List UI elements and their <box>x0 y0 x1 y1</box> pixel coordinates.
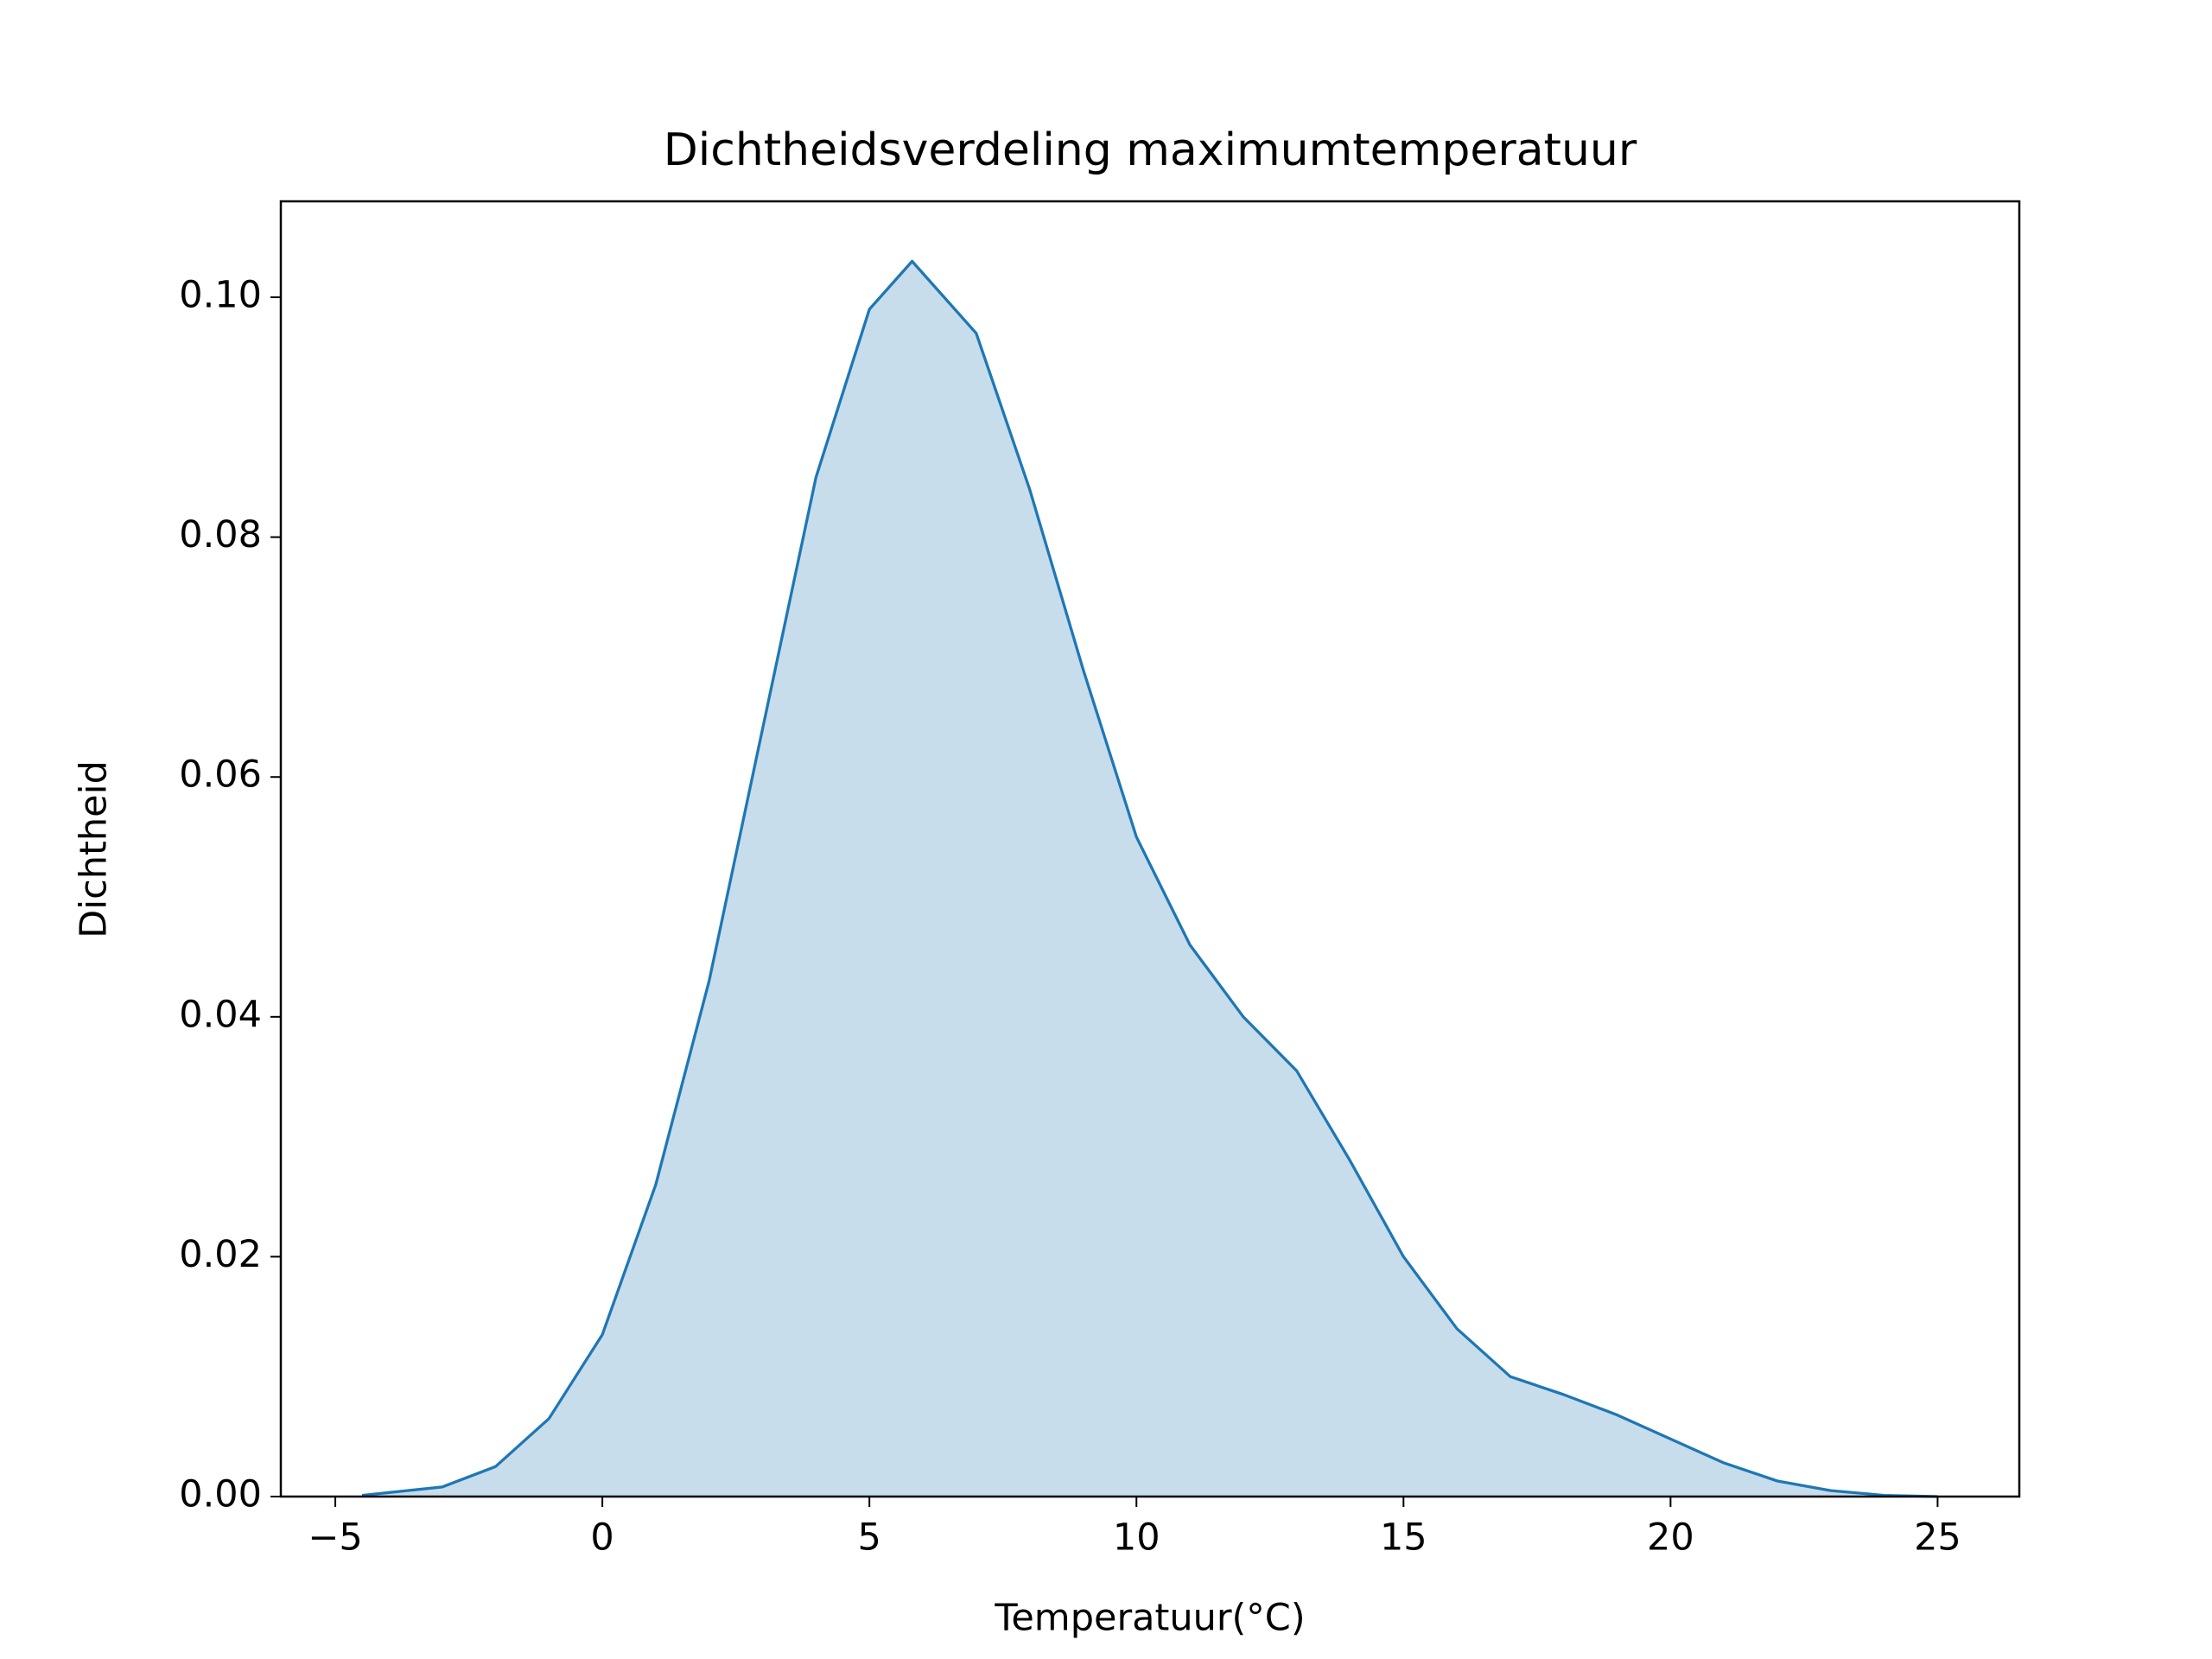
x-tick-label: 5 <box>857 1516 880 1560</box>
y-tick-label: 0.06 <box>179 753 262 797</box>
x-tick-label: 20 <box>1647 1516 1694 1560</box>
y-tick-label: 0.04 <box>179 993 262 1036</box>
chart-title: Dichtheidsverdeling maximumtemperatuur <box>664 124 1637 176</box>
x-tick-label: −5 <box>308 1516 362 1560</box>
y-tick-label: 0.02 <box>179 1233 262 1276</box>
y-axis-label: Dichtheid <box>73 760 116 938</box>
y-tick-label: 0.10 <box>179 274 262 317</box>
y-tick-label: 0.08 <box>179 513 262 556</box>
y-tick-label: 0.00 <box>179 1473 262 1516</box>
x-tick-label: 0 <box>590 1516 613 1560</box>
x-tick-label: 25 <box>1914 1516 1961 1560</box>
area-fill <box>361 261 1938 1497</box>
x-tick-label: 15 <box>1380 1516 1427 1560</box>
x-tick-label: 10 <box>1113 1516 1160 1560</box>
density-line <box>361 259 1938 1498</box>
x-axis-label: Temperatuur(°C) <box>994 1597 1305 1640</box>
axes-frame <box>279 200 2021 1498</box>
